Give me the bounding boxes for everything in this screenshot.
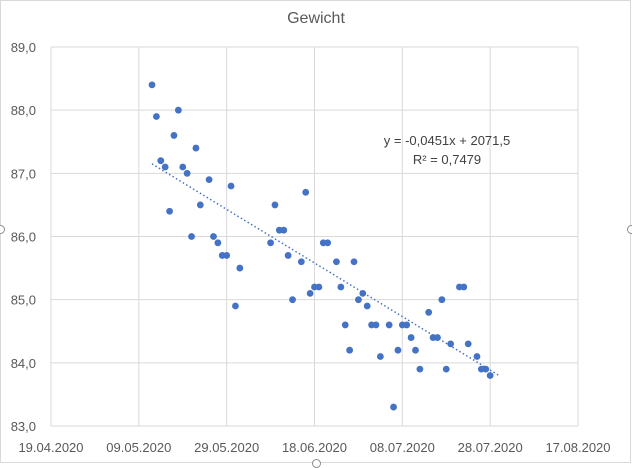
y-tick-label: 86,0: [11, 230, 36, 245]
x-axis-tick-labels: 19.04.2020 09.05.2020 29.05.2020 18.06.2020…: [18, 440, 610, 455]
trendline-line: [151, 163, 500, 377]
data-point: [315, 283, 323, 291]
data-point: [355, 296, 362, 304]
data-point: [196, 201, 204, 209]
data-point: [438, 296, 446, 304]
data-point: [306, 289, 314, 297]
trendline-r-squared: R² = 0,7479: [413, 152, 481, 167]
data-point: [447, 340, 455, 348]
data-point: [359, 289, 367, 297]
data-point: [157, 157, 165, 165]
data-point: [267, 239, 274, 247]
data-point: [161, 163, 169, 171]
data-point: [482, 365, 490, 373]
y-tick-label: 84,0: [11, 356, 36, 371]
data-point: [148, 81, 156, 89]
data-point: [350, 258, 358, 266]
resize-handle-left[interactable]: [0, 225, 5, 234]
data-point: [376, 353, 384, 360]
data-point: [425, 308, 433, 316]
y-tick-label: 87,0: [11, 166, 36, 181]
x-tick-label: 18.06.2020: [282, 440, 347, 455]
data-point: [170, 132, 178, 139]
data-point: [363, 302, 371, 310]
data-point: [324, 239, 332, 247]
data-point: [183, 169, 191, 177]
data-point: [416, 365, 424, 373]
data-point: [236, 264, 244, 272]
trendline-equation: y = -0,0451x + 2071,5: [384, 133, 510, 148]
gridlines: [50, 46, 579, 427]
data-point: [223, 252, 231, 259]
x-tick-label: 08.07.2020: [370, 440, 435, 455]
data-point: [394, 346, 402, 354]
y-tick-label: 85,0: [11, 293, 36, 308]
data-point: [166, 207, 173, 215]
data-point: [205, 176, 213, 184]
data-point: [284, 252, 292, 259]
data-point: [473, 353, 481, 360]
data-point: [407, 334, 415, 341]
data-point: [302, 188, 310, 196]
data-point: [412, 346, 419, 354]
data-point: [214, 239, 222, 247]
y-axis-tick-labels: 83,0 84,0 85,0 86,0 87,0 88,0 89,0: [11, 40, 36, 434]
data-point: [280, 226, 288, 234]
data-point: [486, 372, 494, 379]
data-point: [227, 182, 235, 190]
data-point: [372, 321, 380, 329]
resize-handle-right[interactable]: [627, 225, 632, 234]
data-point: [464, 340, 472, 348]
data-point: [434, 334, 441, 341]
data-point: [297, 258, 305, 266]
y-tick-label: 88,0: [11, 103, 36, 118]
data-point: [153, 113, 160, 120]
data-point: [385, 321, 393, 329]
data-point: [442, 365, 450, 373]
y-tick-label: 89,0: [11, 40, 36, 55]
x-tick-label: 09.05.2020: [106, 440, 171, 455]
data-point: [346, 346, 354, 354]
data-point: [337, 283, 345, 291]
data-point: [210, 233, 217, 240]
data-point: [188, 233, 195, 240]
data-point: [460, 283, 468, 291]
y-tick-label: 83,0: [11, 419, 36, 434]
data-point: [390, 403, 397, 411]
chart-title: Gewicht: [287, 10, 345, 27]
data-point: [232, 302, 239, 310]
data-point: [179, 163, 187, 171]
data-point: [341, 321, 349, 329]
data-point: [271, 201, 279, 209]
x-tick-label: 17.08.2020: [545, 440, 610, 455]
x-tick-label: 28.07.2020: [458, 440, 523, 455]
data-point: [333, 258, 340, 266]
x-tick-label: 29.05.2020: [194, 440, 259, 455]
data-point: [289, 296, 296, 304]
data-point: [192, 144, 200, 152]
data-point: [403, 321, 411, 329]
data-points: [148, 81, 494, 411]
data-point: [174, 106, 182, 114]
x-tick-label: 19.04.2020: [18, 440, 83, 455]
trendline: [151, 163, 500, 377]
